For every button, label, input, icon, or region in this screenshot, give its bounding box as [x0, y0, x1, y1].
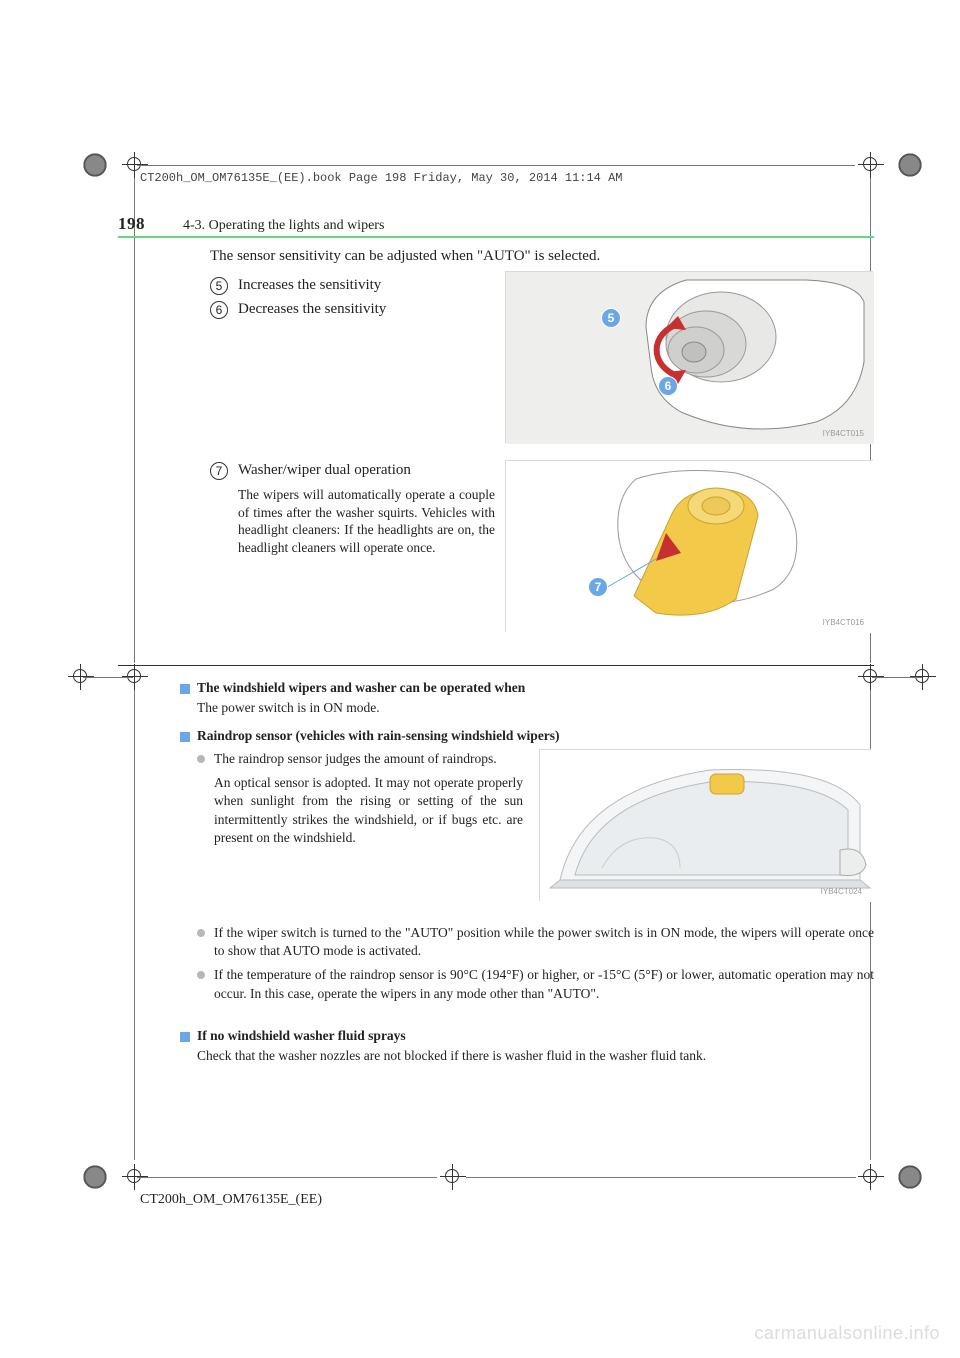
crop-corner-tr-icon — [893, 148, 927, 182]
square-bullet-icon — [180, 732, 190, 742]
intro-text: The sensor sensitivity can be adjusted w… — [210, 248, 874, 265]
footer-code: CT200h_OM_OM76135E_(EE) — [140, 1192, 322, 1208]
bullet-item: If the temperature of the raindrop senso… — [197, 966, 874, 1002]
step-text: Washer/wiper dual operation — [238, 462, 411, 479]
circled-number-icon: 7 — [210, 462, 228, 480]
step-text: Decreases the sensitivity — [238, 301, 386, 318]
crop-line — [83, 677, 133, 678]
crop-line — [872, 677, 922, 678]
bullet-text: If the wiper switch is turned to the "AU… — [214, 924, 874, 960]
note-body: Check that the washer nozzles are not bl… — [197, 1048, 874, 1064]
bullet-item: If the wiper switch is turned to the "AU… — [197, 924, 874, 960]
crop-target-br-icon — [858, 1164, 884, 1190]
crop-corner-tl-icon — [78, 148, 112, 182]
note-heading: Raindrop sensor (vehicles with rain-sens… — [197, 728, 560, 744]
crop-line — [466, 1177, 856, 1178]
watermark: carmanualsonline.info — [754, 1323, 940, 1344]
step-text: Increases the sensitivity — [238, 277, 381, 294]
step-7-block: 7 Washer/wiper dual operation The wipers… — [210, 458, 495, 556]
crop-line — [137, 165, 855, 166]
sensitivity-diagram-icon — [506, 272, 874, 444]
callout-7: 7 — [588, 577, 608, 597]
crop-line — [134, 178, 135, 663]
washer-diagram-icon — [506, 461, 874, 633]
crop-line — [137, 1177, 437, 1178]
circled-number-icon: 5 — [210, 277, 228, 295]
note-body: The power switch is in ON mode. — [197, 700, 874, 716]
figure-caption: IYB4CT024 — [821, 887, 862, 896]
disc-bullet-icon — [197, 971, 205, 979]
figure-caption: IYB4CT016 — [823, 618, 864, 627]
callout-6: 6 — [658, 376, 678, 396]
crop-line — [134, 690, 135, 1160]
crop-target-tr-icon — [858, 152, 884, 178]
page-header: 198 4-3. Operating the lights and wipers — [118, 214, 874, 238]
crop-target-bc-icon — [440, 1164, 466, 1190]
square-bullet-icon — [180, 684, 190, 694]
crop-corner-br-icon — [893, 1160, 927, 1194]
circled-number-icon: 6 — [210, 301, 228, 319]
page-number: 198 — [118, 214, 145, 234]
callout-5: 5 — [601, 308, 621, 328]
disc-bullet-icon — [197, 755, 205, 763]
bullet-subtext: An optical sensor is adopted. It may not… — [214, 774, 523, 847]
figure-caption: IYB4CT015 — [823, 429, 864, 438]
disc-bullet-icon — [197, 929, 205, 937]
divider — [118, 665, 874, 666]
note-heading: If no windshield washer fluid sprays — [197, 1028, 406, 1044]
crop-corner-bl-icon — [78, 1160, 112, 1194]
figure-washer: 7 IYB4CT016 — [505, 460, 873, 632]
print-header: CT200h_OM_OM76135E_(EE).book Page 198 Fr… — [140, 171, 622, 185]
note-heading: The windshield wipers and washer can be … — [197, 680, 525, 696]
bullet-item: The raindrop sensor judges the amount of… — [197, 750, 523, 847]
note-no-fluid: If no windshield washer fluid sprays Che… — [180, 1028, 874, 1074]
figure-raindrop-sensor: IYB4CT024 — [539, 749, 871, 901]
note-operated-when: The windshield wipers and washer can be … — [180, 680, 874, 726]
section-title: 4-3. Operating the lights and wipers — [183, 218, 384, 234]
figure-sensitivity: 5 6 IYB4CT015 — [505, 271, 873, 443]
note-raindrop-cont: If the wiper switch is turned to the "AU… — [180, 918, 874, 1009]
square-bullet-icon — [180, 1032, 190, 1042]
bullet-text: The raindrop sensor judges the amount of… — [214, 750, 523, 768]
step-7-body: The wipers will automatically operate a … — [238, 486, 495, 556]
bullet-text: If the temperature of the raindrop senso… — [214, 966, 874, 1002]
raindrop-sensor-diagram-icon — [540, 750, 872, 902]
